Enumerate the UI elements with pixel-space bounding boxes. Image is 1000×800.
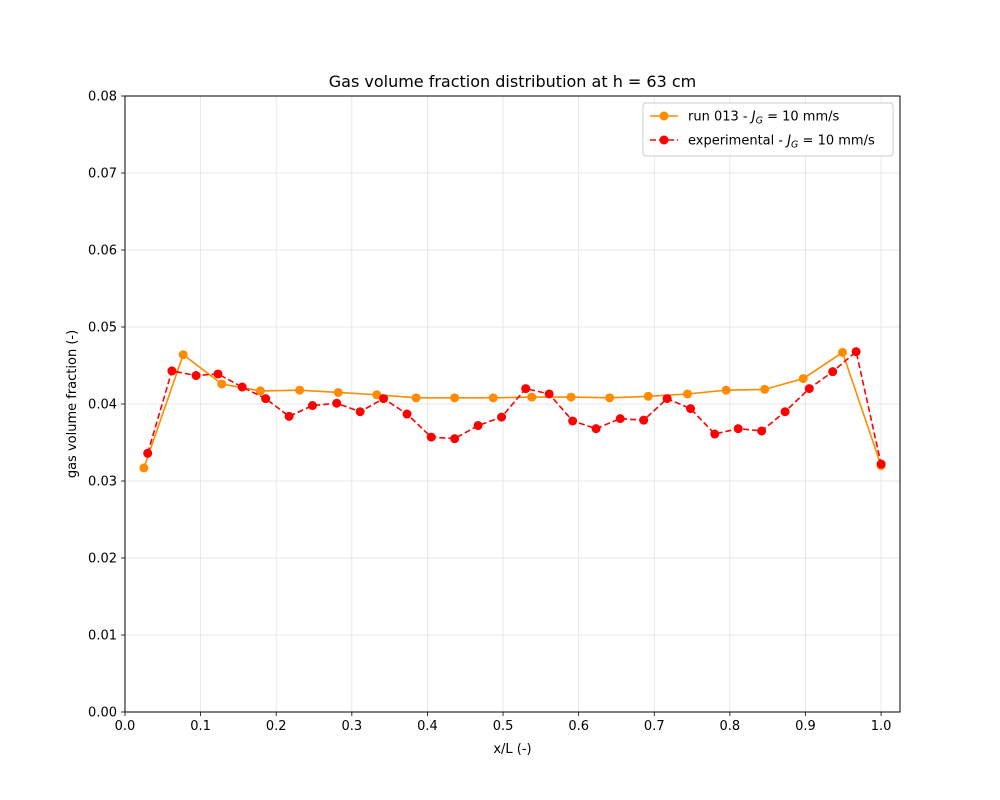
data-point xyxy=(710,429,720,439)
series-line xyxy=(143,351,882,469)
y-tick-label: 0.02 xyxy=(88,552,117,567)
data-point xyxy=(217,379,227,389)
legend-marker xyxy=(659,111,669,121)
data-point xyxy=(686,404,696,414)
data-point xyxy=(683,389,693,399)
legend-label: run 013 - JG = 10 mm/s xyxy=(688,110,839,127)
data-point xyxy=(261,394,271,404)
legend-label-suffix: = 10 mm/s xyxy=(763,110,840,125)
data-point xyxy=(333,387,343,397)
data-point xyxy=(639,415,649,425)
data-point xyxy=(143,448,153,458)
data-point xyxy=(237,382,247,392)
data-point xyxy=(591,424,601,434)
y-tick-label: 0.01 xyxy=(88,629,117,644)
x-tick-label: 0.3 xyxy=(341,719,362,734)
data-point xyxy=(838,347,848,357)
x-tick-label: 0.7 xyxy=(644,719,665,734)
x-tick-label: 0.0 xyxy=(115,719,136,734)
data-point xyxy=(733,424,743,434)
data-point xyxy=(605,393,615,403)
data-point xyxy=(521,384,531,394)
series-1 xyxy=(143,347,886,469)
data-point xyxy=(379,394,389,404)
y-tick-label: 0.04 xyxy=(88,398,117,413)
data-point xyxy=(760,384,770,394)
x-tick-label: 1.0 xyxy=(871,719,892,734)
data-point xyxy=(615,414,625,424)
y-tick-label: 0.05 xyxy=(88,321,117,336)
data-point xyxy=(355,407,365,417)
data-point xyxy=(167,366,177,376)
data-point xyxy=(332,398,342,408)
data-point xyxy=(213,369,223,379)
data-point xyxy=(473,421,483,431)
legend-label-variable: J xyxy=(749,110,756,125)
x-axis-label: x/L (-) xyxy=(493,742,531,757)
data-point xyxy=(372,390,382,400)
data-point xyxy=(876,459,886,469)
y-tick-label: 0.00 xyxy=(88,706,117,721)
data-point xyxy=(804,384,814,394)
data-point xyxy=(139,463,149,473)
x-tick-label: 0.1 xyxy=(190,719,211,734)
data-point xyxy=(757,426,767,436)
legend-label-subscript: G xyxy=(791,140,798,151)
legend-marker xyxy=(659,135,669,145)
legend-label: experimental - JG = 10 mm/s xyxy=(688,134,875,151)
data-point xyxy=(450,434,460,444)
ticks: 0.0 0.1 0.2 0.3 0.4 0.5 0.6 0.7 0.8 0.9 1.0 0.00 0.0… xyxy=(88,90,891,735)
y-tick-label: 0.07 xyxy=(88,167,117,182)
data-point xyxy=(426,432,436,442)
series-0 xyxy=(139,347,886,473)
data-point xyxy=(851,347,861,357)
legend-label-variable: J xyxy=(784,134,791,149)
data-point xyxy=(450,393,460,403)
x-tick-label: 0.9 xyxy=(795,719,816,734)
data-point xyxy=(566,392,576,402)
y-tick-label: 0.08 xyxy=(88,90,117,105)
x-tick-label: 0.2 xyxy=(266,719,287,734)
data-point xyxy=(411,393,421,403)
legend-label-suffix: = 10 mm/s xyxy=(798,134,875,149)
legend-label-prefix: experimental - xyxy=(688,134,787,149)
y-tick-label: 0.06 xyxy=(88,244,117,259)
data-point xyxy=(295,385,305,395)
data-point xyxy=(402,409,412,419)
data-point xyxy=(568,416,578,426)
data-point xyxy=(527,392,537,402)
x-tick-label: 0.6 xyxy=(568,719,589,734)
x-tick-label: 0.8 xyxy=(720,719,741,734)
y-tick-label: 0.03 xyxy=(88,475,117,490)
data-point xyxy=(544,389,554,399)
data-point xyxy=(178,350,188,360)
legend-label-subscript: G xyxy=(756,116,763,127)
legend-label-prefix: run 013 - xyxy=(688,110,752,125)
data-point xyxy=(798,374,808,384)
data-point xyxy=(662,394,672,404)
data-point xyxy=(255,386,265,396)
data-point xyxy=(643,391,653,401)
y-axis-label: gas volume fraction (-) xyxy=(65,330,80,478)
data-point xyxy=(497,412,507,422)
data-point xyxy=(780,407,790,417)
data-point xyxy=(284,411,294,421)
x-tick-label: 0.4 xyxy=(417,719,438,734)
data-point xyxy=(721,385,731,395)
legend-box xyxy=(642,102,894,157)
x-tick-label: 0.5 xyxy=(493,719,514,734)
data-point xyxy=(308,401,318,411)
data-point xyxy=(488,393,498,403)
data-point xyxy=(828,367,838,377)
data-point xyxy=(191,371,201,381)
chart-title: Gas volume fraction distribution at h = … xyxy=(329,72,697,91)
series-layer xyxy=(139,347,886,473)
